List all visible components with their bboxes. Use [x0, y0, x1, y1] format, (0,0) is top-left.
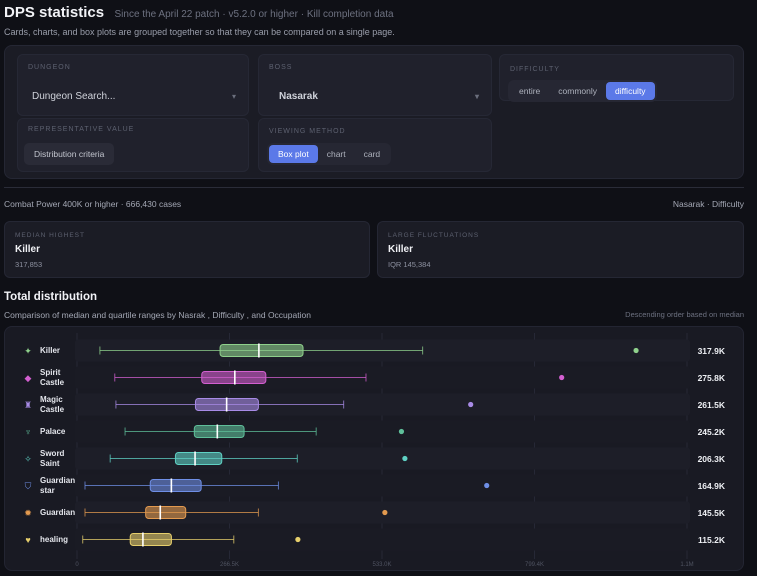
row-label: Guardian star — [40, 475, 76, 495]
row-median-value: 115.2K — [698, 534, 725, 545]
page-header: DPS statistics Since the April 22 patch … — [4, 4, 394, 22]
representative-value-label: REPRESENTATIVE VALUE — [28, 126, 135, 133]
dungeon-select-value: Dungeon Search... — [32, 91, 116, 102]
stat-card-label: LARGE FLUCTUATIONS — [388, 232, 480, 239]
view-option-card[interactable]: card — [363, 149, 381, 159]
viewing-method-label: VIEWING METHOD — [269, 128, 346, 135]
outlier-point — [382, 509, 388, 516]
row-median-value: 317.9K — [697, 345, 725, 356]
dungeon-search-select[interactable]: Dungeon Search... ▾ — [24, 85, 244, 107]
outlier-point — [559, 374, 565, 381]
section-title: Total distribution — [4, 291, 98, 303]
viewing-method-filter: VIEWING METHOD Box plot chart card — [258, 118, 492, 172]
viewing-method-segmented-control: Box plot chart card — [267, 143, 392, 165]
stat-card-large-fluctuations: LARGE FLUCTUATIONS Killer IQR 145,384 — [377, 221, 744, 278]
row-label: Magic Castle — [40, 394, 65, 414]
row-median-value: 245.2K — [697, 426, 725, 437]
guardian-icon: ✹ — [24, 507, 32, 518]
x-tick-label: 266.5K — [219, 562, 240, 568]
section-description: Comparison of median and quartile ranges… — [4, 310, 311, 320]
row-median-value: 145.5K — [697, 507, 725, 518]
stat-card-value: Killer — [388, 244, 414, 255]
distribution-criteria-button[interactable]: Distribution criteria — [24, 143, 115, 165]
palace-icon: ♆ — [24, 426, 32, 437]
row-band — [75, 528, 690, 551]
page-description: Cards, charts, and box plots are grouped… — [4, 27, 395, 37]
page-subtitle: Since the April 22 patch · v5.2.0 or hig… — [114, 9, 394, 20]
iqr-box — [193, 425, 245, 438]
outlier-point — [633, 347, 639, 354]
stat-card-note: IQR 145,384 — [388, 260, 431, 269]
stat-card-note: 317,853 — [15, 260, 43, 269]
outlier-point — [484, 482, 490, 489]
x-tick-label: 1.1M — [680, 562, 694, 568]
dungeon-label: DUNGEON — [28, 64, 71, 71]
row-median-value: 261.5K — [697, 399, 725, 410]
x-tick-label: 799.4K — [524, 562, 545, 568]
outlier-point — [398, 428, 405, 435]
row-label: Spirit Castle — [40, 367, 65, 387]
outlier-point — [402, 455, 408, 462]
summary-sample-info: Combat Power 400K or higher · 666,430 ca… — [4, 199, 182, 209]
iqr-box — [145, 506, 187, 519]
row-label: Guardian — [40, 507, 76, 517]
chevron-down-icon: ▾ — [231, 92, 236, 101]
difficulty-filter: DIFFICULTY entire commonly difficulty — [499, 54, 734, 102]
killer-icon: ✦ — [24, 345, 32, 356]
boss-filter: BOSS Nasarak ▾ — [258, 54, 492, 116]
iqr-box — [129, 533, 172, 546]
row-label: Palace — [40, 426, 66, 436]
row-median-value: 206.3K — [697, 453, 725, 464]
difficulty-option-commonly[interactable]: commonly — [558, 86, 597, 96]
spirit-castle-icon: ◆ — [24, 372, 32, 383]
row-label: healing — [40, 534, 69, 544]
stat-card-median-highest: MEDIAN HIGHEST Killer 317,853 — [4, 221, 370, 278]
x-tick-label: 533.0K — [372, 562, 392, 568]
sort-note: Descending order based on median — [625, 310, 744, 319]
page-title: DPS statistics — [4, 4, 105, 21]
difficulty-label: DIFFICULTY — [510, 66, 560, 73]
row-median-value: 164.9K — [697, 480, 725, 491]
boxplot-svg — [75, 333, 690, 559]
view-option-chart[interactable]: chart — [326, 149, 346, 159]
filter-panel: DUNGEON Dungeon Search... ▾ BOSS Nasarak… — [4, 45, 744, 179]
summary-selection: Nasarak · Difficulty — [672, 199, 744, 209]
chevron-down-icon: ▾ — [474, 92, 479, 101]
row-band — [75, 474, 690, 497]
iqr-box — [174, 452, 223, 465]
stat-card-label: MEDIAN HIGHEST — [15, 232, 85, 239]
healing-icon: ♥ — [25, 534, 31, 545]
sword-saint-icon: ✧ — [24, 453, 32, 464]
stat-card-value: Killer — [15, 244, 41, 255]
row-label: Sword Saint — [40, 448, 65, 468]
row-median-value: 275.8K — [697, 372, 725, 383]
iqr-box — [219, 344, 304, 357]
iqr-box — [201, 371, 267, 384]
divider — [4, 187, 744, 188]
outlier-point — [295, 536, 301, 543]
magic-castle-icon: ♜ — [23, 399, 33, 410]
view-option-box-plot[interactable]: Box plot — [269, 145, 318, 163]
dungeon-filter: DUNGEON Dungeon Search... ▾ — [17, 54, 249, 116]
iqr-box — [149, 479, 202, 492]
boss-select-value: Nasarak — [279, 91, 318, 102]
difficulty-segmented-control: entire commonly difficulty — [508, 80, 657, 102]
representative-value-filter: REPRESENTATIVE VALUE Distribution criter… — [17, 118, 249, 172]
row-label: Killer — [40, 345, 61, 355]
outlier-point — [468, 401, 474, 408]
guardian-star-icon: ⛉ — [24, 480, 32, 491]
x-tick-label: 0 — [75, 562, 79, 568]
boss-label: BOSS — [269, 64, 293, 71]
boxplot-chart: 0 266.5K 533.0K 799.4K 1.1M Killer ✦ 317.9K Spir… — [4, 326, 744, 571]
row-band — [75, 447, 690, 470]
boss-select[interactable]: Nasarak ▾ — [271, 85, 487, 107]
difficulty-option-difficulty[interactable]: difficulty — [606, 82, 655, 100]
difficulty-option-entire[interactable]: entire — [519, 86, 541, 96]
